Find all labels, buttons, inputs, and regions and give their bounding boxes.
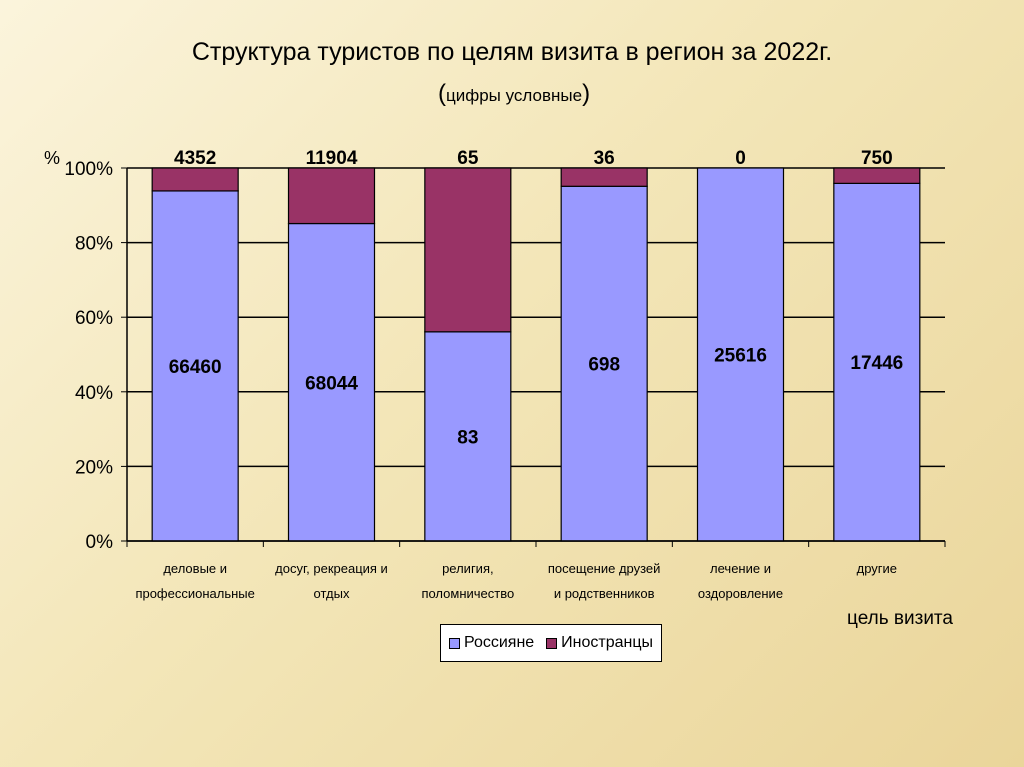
bar-russians: [696, 167, 785, 542]
data-label-russians: 25616: [714, 346, 767, 367]
x-category-label: другие: [857, 561, 897, 576]
data-label-foreigners: 11904: [306, 148, 358, 169]
data-label-russians: 66460: [169, 357, 222, 378]
y-unit-label: %: [44, 148, 60, 168]
bar-russians: [151, 190, 239, 542]
bar-foreigners: [287, 167, 376, 225]
x-category-label: лечение и: [710, 561, 771, 576]
x-category-label: досуг, рекреация и: [275, 561, 388, 576]
x-category-label: отдых: [314, 586, 350, 601]
chart-title: Структура туристов по целям визита в рег…: [191, 38, 833, 66]
data-label-foreigners: 4352: [174, 148, 216, 169]
x-category-label: религия,: [442, 561, 494, 576]
data-label-foreigners: 36: [594, 148, 615, 169]
data-label-russians: 68044: [305, 373, 358, 394]
x-category-label: деловые и: [163, 561, 227, 576]
subtitle-open-paren: (: [438, 80, 446, 107]
x-category-label: оздоровление: [698, 586, 783, 601]
subtitle-text: цифры условные: [446, 86, 583, 105]
legend-label-russians: Россияне: [463, 634, 535, 651]
bar-russians: [560, 185, 648, 542]
legend-swatch-russians: [448, 637, 460, 649]
bar-foreigners: [560, 167, 648, 187]
data-label-foreigners: 65: [457, 148, 479, 169]
x-category-label: профессиональные: [135, 586, 254, 601]
bar-foreigners: [424, 167, 512, 333]
x-category-label: посещение друзей: [548, 561, 661, 576]
legend-swatch-foreigners: [546, 637, 558, 649]
bar-foreigners: [151, 167, 239, 192]
data-label-foreigners: 0: [735, 148, 746, 169]
bar-russians: [287, 222, 376, 542]
x-category-label: поломничество: [421, 586, 514, 601]
y-tick-label: 0%: [86, 532, 114, 553]
legend-label-foreigners: Иностранцы: [561, 634, 654, 651]
x-category-label: и родственников: [554, 586, 655, 601]
data-label-russians: 83: [457, 427, 478, 448]
subtitle-close-paren: ): [582, 80, 591, 107]
data-label-russians: 17446: [850, 353, 903, 374]
legend-item-foreigners: Иностранцы: [546, 634, 653, 652]
y-tick-label: 100%: [64, 159, 113, 180]
data-label-foreigners: 750: [861, 148, 893, 169]
legend: Россияне Иностранцы: [440, 624, 662, 662]
y-tick-label: 40%: [75, 383, 113, 404]
y-tick-label: 60%: [75, 308, 113, 329]
legend-item-russians: Россияне: [448, 634, 535, 652]
chart-subtitle: (цифры условные): [438, 80, 590, 108]
bar-foreigners: [833, 167, 921, 184]
y-tick-label: 80%: [75, 234, 113, 255]
x-axis-title: цель визита: [847, 608, 953, 629]
y-tick-label: 20%: [75, 457, 113, 478]
data-label-russians: 698: [588, 355, 620, 376]
